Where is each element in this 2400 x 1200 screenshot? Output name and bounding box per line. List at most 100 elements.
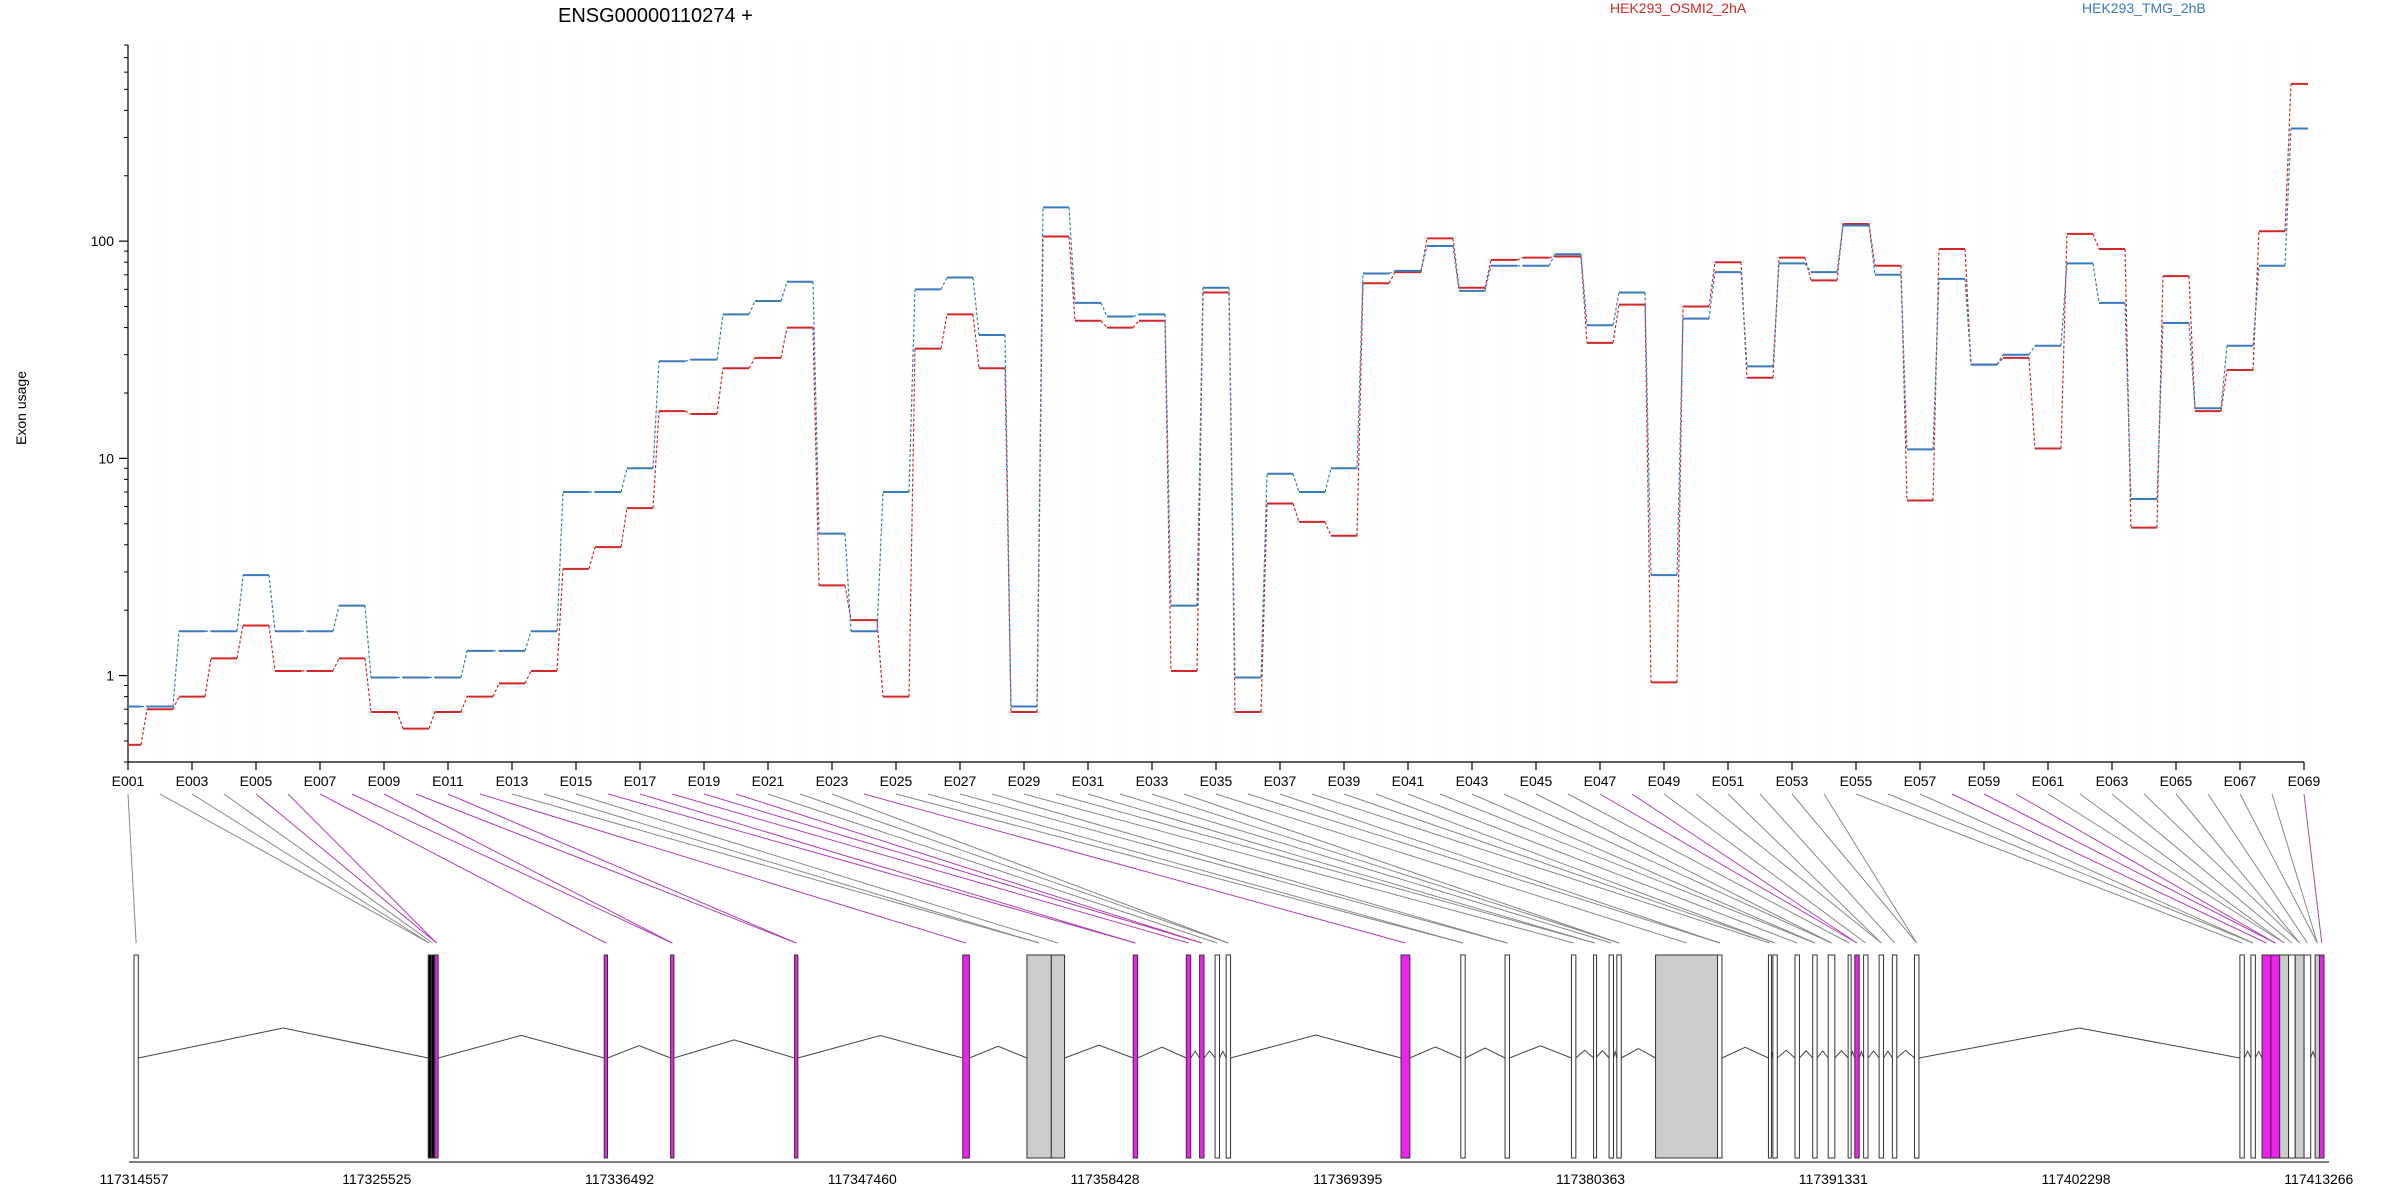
x-tick-label: E027 (944, 773, 977, 789)
exon-connector-line (2175, 793, 2301, 944)
exon-block (670, 954, 675, 1159)
exon-connector-line (1567, 793, 1850, 944)
x-tick-label: E013 (496, 773, 529, 789)
exon-block (2319, 954, 2325, 1159)
y-tick-label: 1 (106, 668, 114, 684)
intron-line (1918, 1027, 2240, 1059)
exon-block (431, 954, 436, 1159)
exon-connector-line (1023, 793, 1574, 944)
exon-connectors (127, 793, 2323, 944)
exon-connector-line (1311, 793, 1770, 944)
exon-block (1460, 954, 1466, 1159)
exon-connector-line (1439, 793, 1816, 944)
exon-connector-line (159, 793, 430, 944)
exon-block (1050, 954, 1066, 1159)
axes: 1 10 100 E001 E003 E005 E007 E009 E011 E013 E015 E0… (91, 44, 2321, 789)
intron-line (1230, 1034, 1402, 1059)
intron-line (1816, 1050, 1829, 1059)
exon-connector-line (1375, 793, 1776, 944)
intron-line (1613, 1049, 1618, 1059)
exon-connector-line (1183, 793, 1620, 944)
exon-connector-line (319, 793, 607, 944)
exon-block (2270, 954, 2281, 1159)
exon-block (2261, 954, 2272, 1159)
x-tick-label: E009 (368, 773, 401, 789)
x-tick-label: E017 (624, 773, 657, 789)
intron-line (138, 1027, 429, 1059)
genomic-tick-label: 117325525 (342, 1171, 411, 1187)
x-tick-label: E023 (816, 773, 849, 789)
exon-connector-line (1855, 793, 2243, 944)
series-2 (128, 129, 2308, 707)
y-tick-label: 10 (98, 450, 114, 466)
exon-connector-line (927, 793, 1464, 944)
x-tick-label: E039 (1328, 773, 1361, 789)
exon-block (1847, 954, 1852, 1159)
x-tick-label: E019 (688, 773, 721, 789)
exon-connector-line (1823, 793, 1918, 944)
exon-connector-line (1791, 793, 1918, 944)
exon-connector-line (127, 793, 137, 944)
intron-line (1799, 1049, 1814, 1059)
exon-connector-line (2015, 793, 2276, 944)
exon-block (434, 954, 439, 1159)
x-tick-label: E067 (2224, 773, 2257, 789)
exon-block (1827, 954, 1836, 1159)
exon-block (1854, 954, 1860, 1159)
intron-line (1883, 1050, 1893, 1059)
exon-connector-line (895, 793, 1464, 944)
exon-block (1185, 954, 1192, 1159)
exon-connector-line (1919, 793, 2254, 944)
intron-line (673, 1039, 795, 1059)
x-tick-label: E051 (1712, 773, 1745, 789)
exon-connector-line (639, 793, 1136, 944)
exon-block (1504, 954, 1510, 1159)
intron-line (1137, 1046, 1187, 1059)
x-tick-label: E057 (1904, 773, 1937, 789)
x-tick-label: E007 (304, 773, 337, 789)
exon-connector-line (863, 793, 1406, 944)
exon-connector-line (223, 793, 433, 944)
intron-line (2310, 1050, 2316, 1059)
exon-block (1608, 954, 1615, 1159)
genomic-tick-label: 117336492 (585, 1171, 654, 1187)
x-tick-label: E041 (1392, 773, 1425, 789)
y-tick-label: 100 (91, 233, 115, 249)
exon-block (962, 954, 970, 1159)
exon-block (2279, 954, 2290, 1159)
exon-connector-line (1503, 793, 1832, 944)
exon-connector-line (607, 793, 1136, 944)
exon-connector-line (703, 793, 1202, 944)
exon-block (1891, 954, 1898, 1159)
exon-connector-line (255, 793, 437, 944)
exon-connector-line (799, 793, 1229, 944)
exon-connector-line (1055, 793, 1595, 944)
intron-line (1203, 1050, 1216, 1059)
intron-line (1219, 1050, 1227, 1059)
exon-block (427, 954, 432, 1159)
intron-line (1464, 1047, 1506, 1059)
exon-connector-line (1247, 793, 1720, 944)
series-1 (128, 84, 2308, 745)
exon-connector-line (2303, 793, 2323, 944)
exon-block (1570, 954, 1577, 1159)
x-tick-label: E047 (1584, 773, 1617, 789)
exon-block (1914, 954, 1920, 1159)
intron-line (1509, 1045, 1572, 1059)
exon-connector-line (511, 793, 1040, 944)
intron-line (2243, 1050, 2252, 1059)
exon-connector-line (1087, 793, 1595, 944)
x-tick-label: E061 (2032, 773, 2065, 789)
exon-block (1199, 954, 1205, 1159)
exon-block (2303, 954, 2312, 1159)
exon-block (2250, 954, 2256, 1159)
intron-line (1834, 1049, 1849, 1059)
exon-block (1132, 954, 1139, 1159)
exon-connector-line (1631, 793, 1858, 944)
exon-connector-line (991, 793, 1508, 944)
exon-block (2294, 954, 2305, 1159)
intron-line (1190, 1050, 1201, 1059)
exon-connector-line (1599, 793, 1858, 944)
exon-connector-line (383, 793, 673, 944)
